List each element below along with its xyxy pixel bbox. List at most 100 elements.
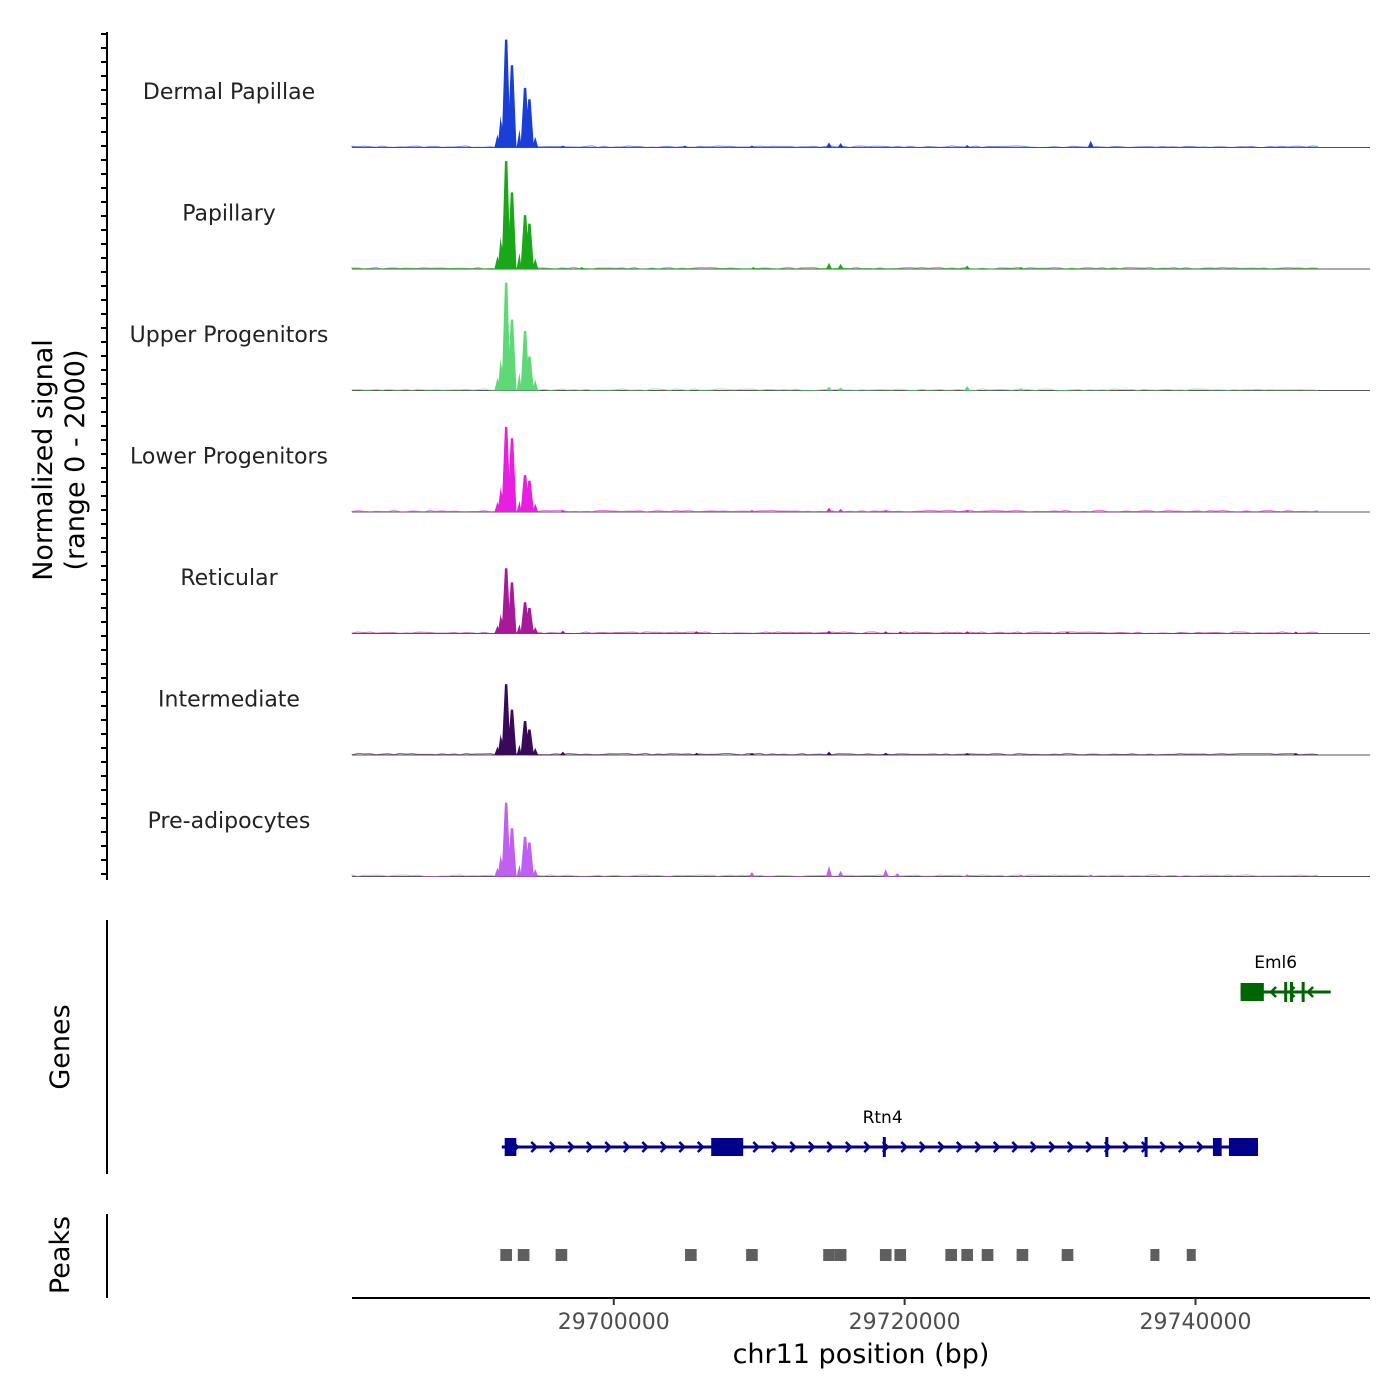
signal-minor — [532, 136, 539, 148]
strand-arrow — [530, 1141, 539, 1153]
x-tick-label: 29740000 — [1139, 1310, 1251, 1335]
signal-peak — [507, 319, 517, 391]
gene-exon — [1284, 982, 1288, 1002]
strand-arrow — [622, 1141, 631, 1153]
gene-exon — [1240, 983, 1264, 1001]
strand-arrow — [844, 1141, 853, 1153]
peak-region — [945, 1249, 957, 1261]
signal-axis-ticks — [101, 33, 107, 875]
strand-arrow — [1306, 986, 1314, 998]
coverage-track: Dermal Papillae — [143, 39, 1370, 149]
peak-region — [879, 1249, 892, 1261]
strand-arrow — [1122, 1141, 1131, 1153]
strand-arrow — [585, 1141, 594, 1153]
peak-region — [894, 1249, 907, 1261]
signal-noise — [351, 752, 1319, 756]
signal-peak — [524, 223, 534, 269]
gene-exon — [1228, 1138, 1259, 1156]
signal-noise — [351, 509, 1319, 513]
signal-peak — [524, 356, 534, 391]
signal-peak — [501, 39, 511, 148]
signal-shoulder — [516, 372, 522, 391]
signal-peak — [507, 65, 517, 148]
signal-minor-peak — [1064, 631, 1071, 634]
signal-peak — [507, 192, 517, 269]
strand-arrow — [826, 1141, 835, 1153]
x-tick-label: 29700000 — [558, 1310, 670, 1335]
gene-exon — [882, 1137, 886, 1157]
signal-shoulder — [503, 618, 509, 634]
strand-arrow — [1085, 1141, 1094, 1153]
signal-shoulder — [516, 252, 522, 269]
strand-arrow — [752, 1141, 761, 1153]
signal-noise — [351, 388, 1319, 392]
signal-minor-peak — [826, 751, 833, 755]
peak-region — [500, 1249, 512, 1261]
signal-minor — [494, 134, 501, 148]
signal-minor-peak — [826, 262, 833, 269]
signal-minor — [498, 242, 505, 269]
signal-minor — [532, 503, 539, 512]
coverage-track: Reticular — [180, 566, 1370, 635]
signal-peak — [524, 99, 534, 148]
signal-noise — [351, 266, 1319, 270]
coverage-track: Lower Progenitors — [130, 426, 1370, 513]
signal-shoulder — [503, 741, 509, 755]
track-label: Papillary — [182, 202, 276, 227]
strand-arrow — [1029, 1141, 1038, 1153]
signal-minor — [494, 746, 501, 755]
signal-peak — [507, 709, 517, 755]
signal-shoulder — [503, 489, 509, 512]
x-axis-ticks: 29700000 29720000 29740000 — [558, 1298, 1251, 1335]
strand-arrow — [1269, 986, 1277, 998]
signal-minor — [532, 869, 539, 877]
signal-minor-peak — [1087, 140, 1094, 148]
signal-minor — [498, 490, 505, 512]
peak-region — [823, 1249, 835, 1261]
strand-arrow — [1196, 1141, 1205, 1153]
peak-region — [685, 1249, 697, 1261]
signal-peak — [501, 568, 511, 634]
signal-minor — [532, 258, 539, 269]
strand-arrow — [1011, 1141, 1020, 1153]
peak-region — [1186, 1249, 1196, 1261]
strand-arrow — [1159, 1141, 1168, 1153]
signal-noise — [351, 874, 1319, 877]
signal-peak — [524, 480, 534, 512]
gene-exon — [1290, 982, 1294, 1002]
coverage-track: Upper Progenitors — [130, 282, 1370, 392]
gene-model: Eml6 — [1240, 953, 1331, 1002]
coverage-track: Intermediate — [158, 684, 1370, 756]
signal-minor-peak — [882, 869, 889, 877]
signal-peak — [501, 802, 511, 877]
signal-minor — [494, 377, 501, 391]
signal-minor — [494, 625, 501, 634]
strand-arrow — [1048, 1141, 1057, 1153]
signal-minor — [498, 737, 505, 755]
signal-minor-peak — [837, 508, 844, 512]
signal-minor — [498, 858, 505, 877]
signal-peak — [524, 842, 534, 877]
y-axis-title-line1: Normalized signal — [28, 339, 59, 581]
strand-arrow — [863, 1141, 872, 1153]
signal-shoulder — [520, 502, 526, 512]
signal-shoulder — [520, 625, 526, 634]
signal-shoulder — [503, 246, 509, 269]
strand-arrow — [789, 1141, 798, 1153]
signal-peak — [501, 282, 511, 391]
signal-noise — [351, 145, 1319, 149]
signal-minor-peak — [826, 865, 833, 877]
signal-peak — [507, 438, 517, 512]
peak-region — [961, 1249, 973, 1261]
signal-shoulder — [516, 624, 522, 634]
signal-shoulder — [516, 129, 522, 148]
peak-region — [834, 1249, 847, 1261]
coverage-track: Papillary — [182, 161, 1370, 270]
signal-minor-peak — [964, 385, 971, 391]
signal-peak — [524, 729, 534, 755]
peak-region — [1150, 1249, 1160, 1261]
gene-exon — [504, 1138, 517, 1156]
signal-shoulder — [520, 866, 526, 877]
gene-exon — [1144, 1137, 1148, 1157]
strand-arrow — [937, 1141, 946, 1153]
